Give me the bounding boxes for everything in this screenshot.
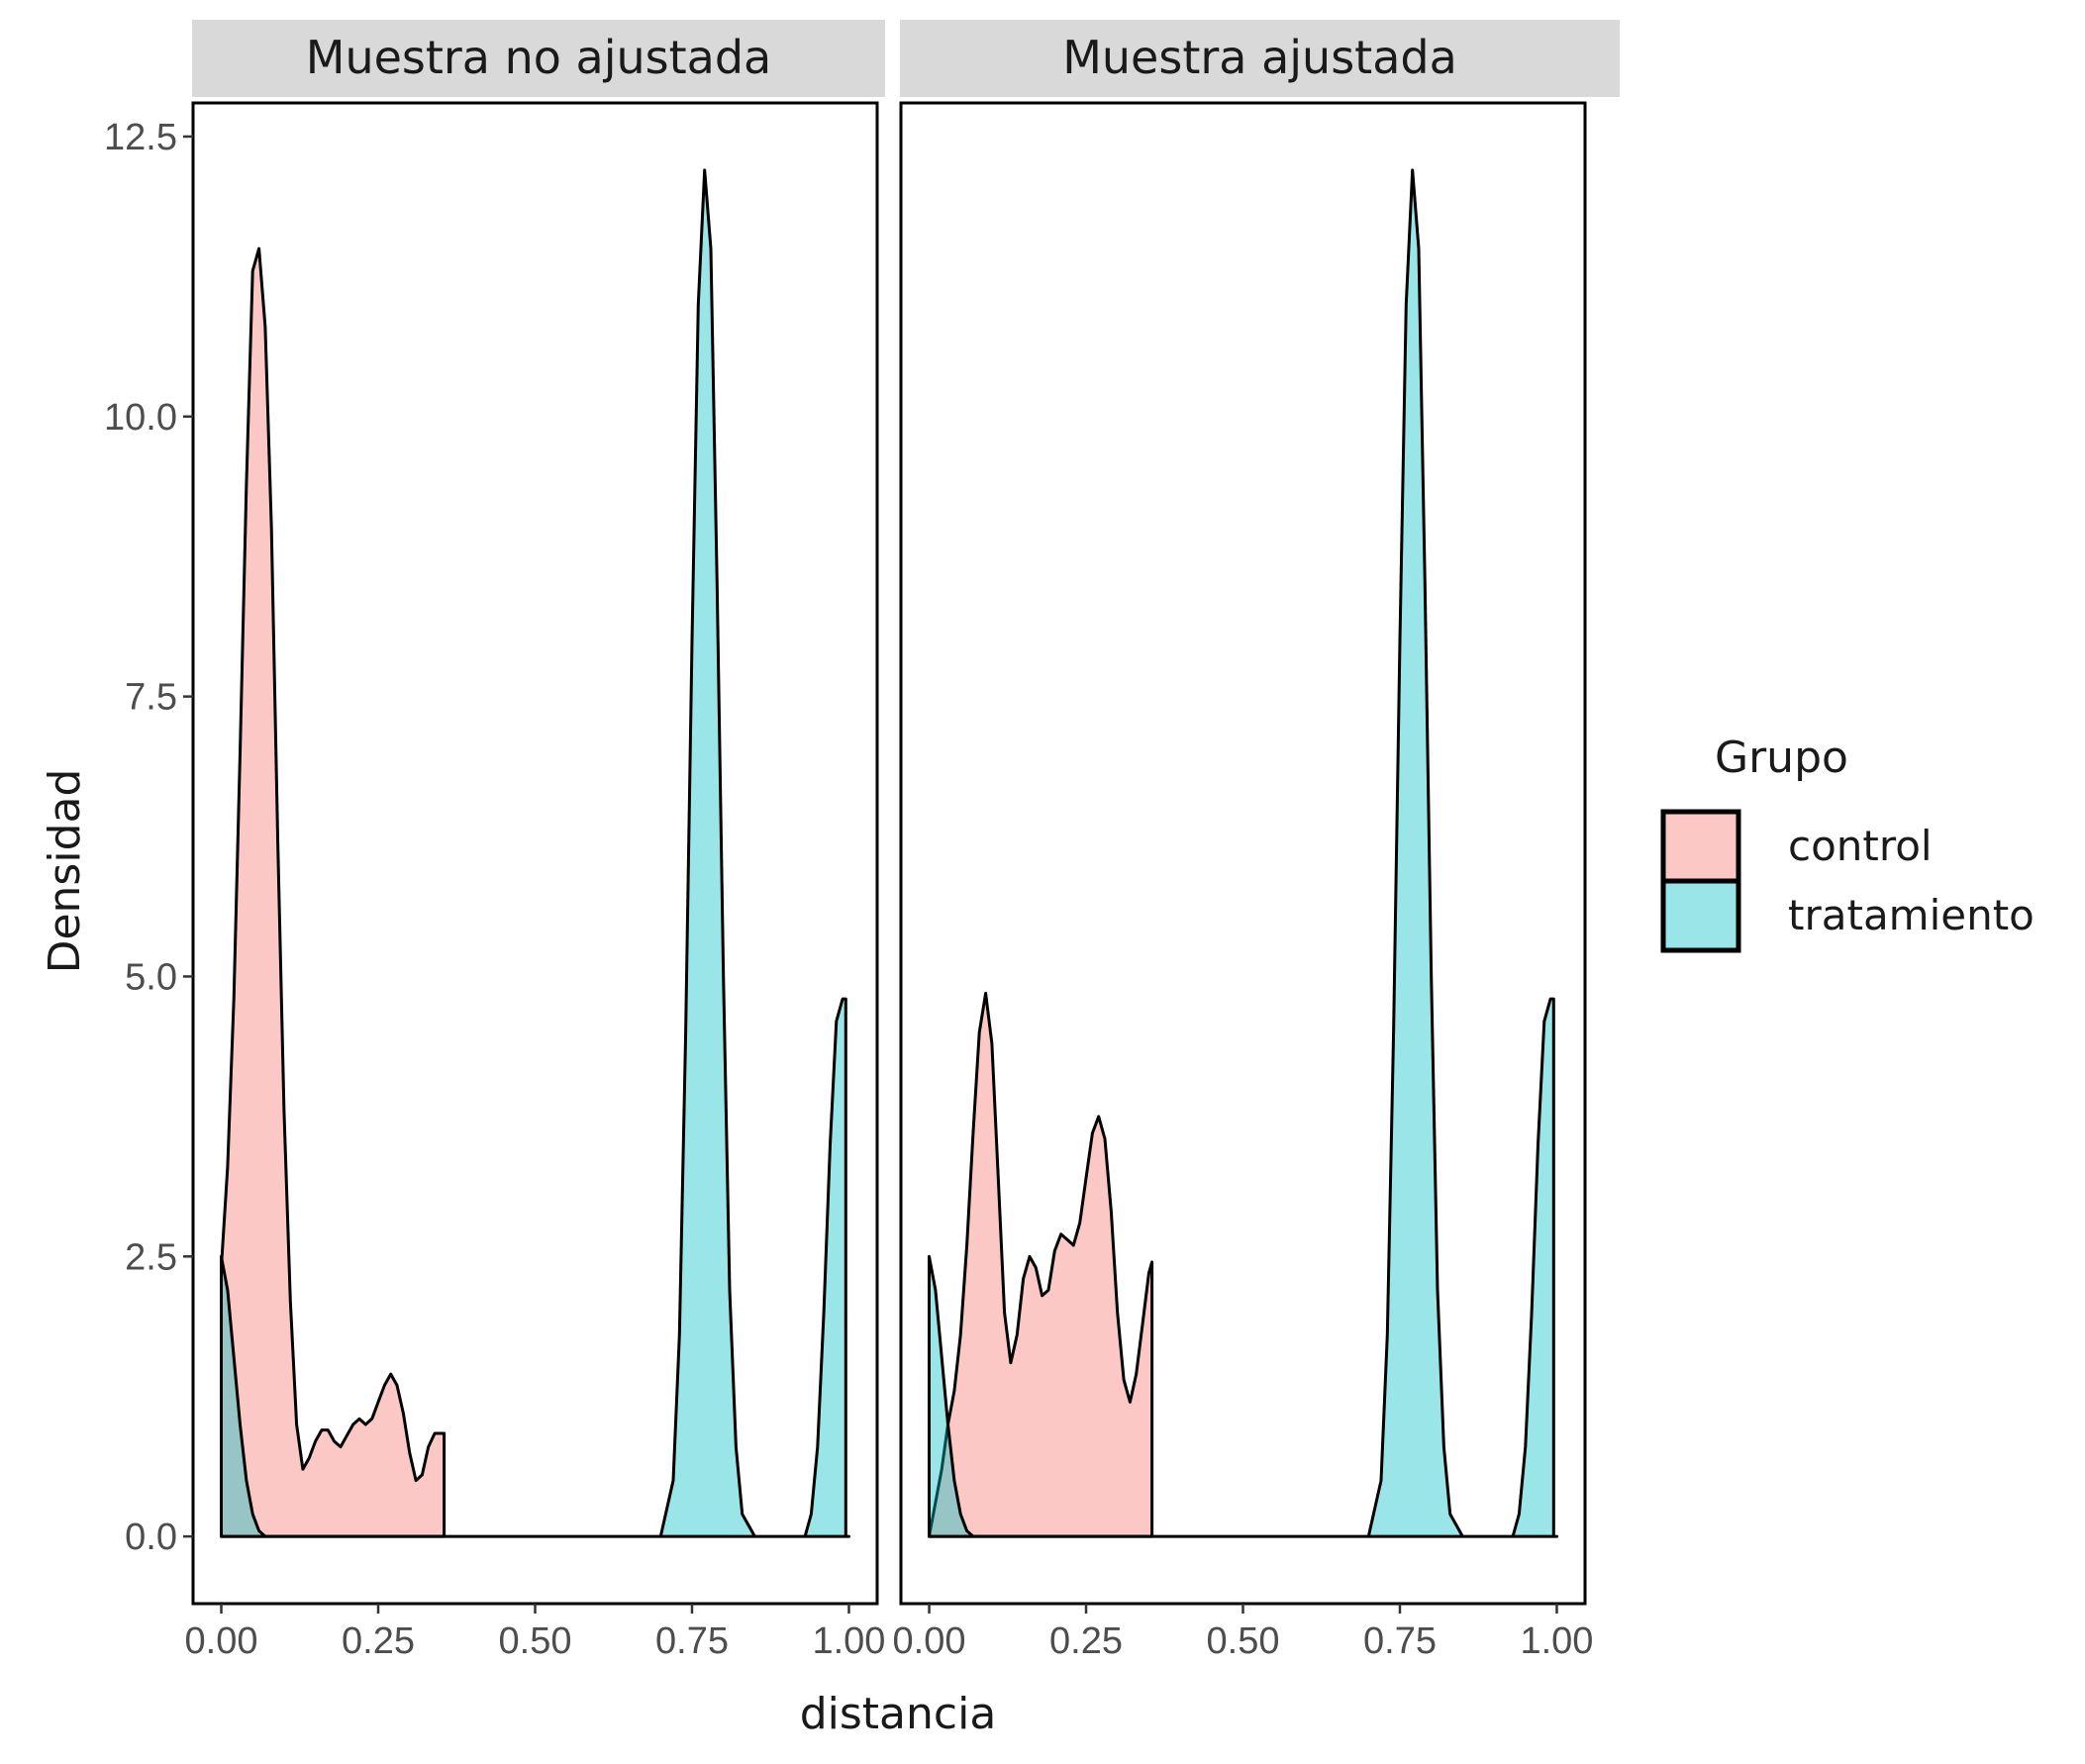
panel-1: Muestra no ajustada 0.00 0.25 0.50 0.75 1.00 0…	[104, 20, 885, 1662]
x-tick-label: 0.75	[655, 1620, 729, 1662]
x-tick-label: 0.25	[1049, 1620, 1123, 1662]
legend-label-tratamiento: tratamiento	[1788, 891, 2035, 939]
panel-2: Muestra ajustada 0.00 0.25 0.50 0.75 1.00	[893, 20, 1620, 1662]
legend: Grupo control tratamiento	[1660, 733, 2035, 953]
facet-strip	[192, 20, 885, 97]
x-tick-label: 0.00	[185, 1620, 258, 1662]
legend-entries: control tratamiento	[1660, 809, 2035, 953]
x-tick-label: 0.75	[1363, 1620, 1437, 1662]
y-tick-label: 7.5	[125, 677, 177, 719]
y-tick-label: 0.0	[125, 1517, 177, 1558]
density-area-control	[220, 246, 447, 1538]
density-area-control	[928, 991, 1154, 1538]
x-tick-label: 0.25	[342, 1620, 415, 1662]
x-tick-label: 0.50	[1207, 1620, 1280, 1662]
facet-title: Muestra no ajustada	[306, 31, 772, 84]
legend-key-control	[1660, 809, 1741, 884]
density-area-tratamiento	[220, 168, 850, 1538]
x-axis-title: distancia	[800, 1689, 997, 1739]
y-tick-label: 10.0	[104, 397, 177, 439]
facet-title: Muestra ajustada	[1062, 31, 1457, 84]
legend-key-tratamiento	[1660, 878, 1741, 953]
density-area-tratamiento	[928, 168, 1558, 1538]
legend-label-control: control	[1788, 822, 1933, 870]
facet-strip	[900, 20, 1620, 97]
x-tick-label: 0.50	[499, 1620, 572, 1662]
x-tick-label: 1.00	[1520, 1620, 1593, 1662]
x-tick-label: 1.00	[812, 1620, 885, 1662]
y-axis-title: Densidad	[40, 769, 90, 974]
y-tick-label: 5.0	[125, 956, 177, 998]
legend-title: Grupo	[1715, 733, 1848, 783]
y-tick-label: 12.5	[104, 117, 177, 158]
x-tick-label: 0.00	[893, 1620, 966, 1662]
y-tick-label: 2.5	[125, 1236, 177, 1278]
